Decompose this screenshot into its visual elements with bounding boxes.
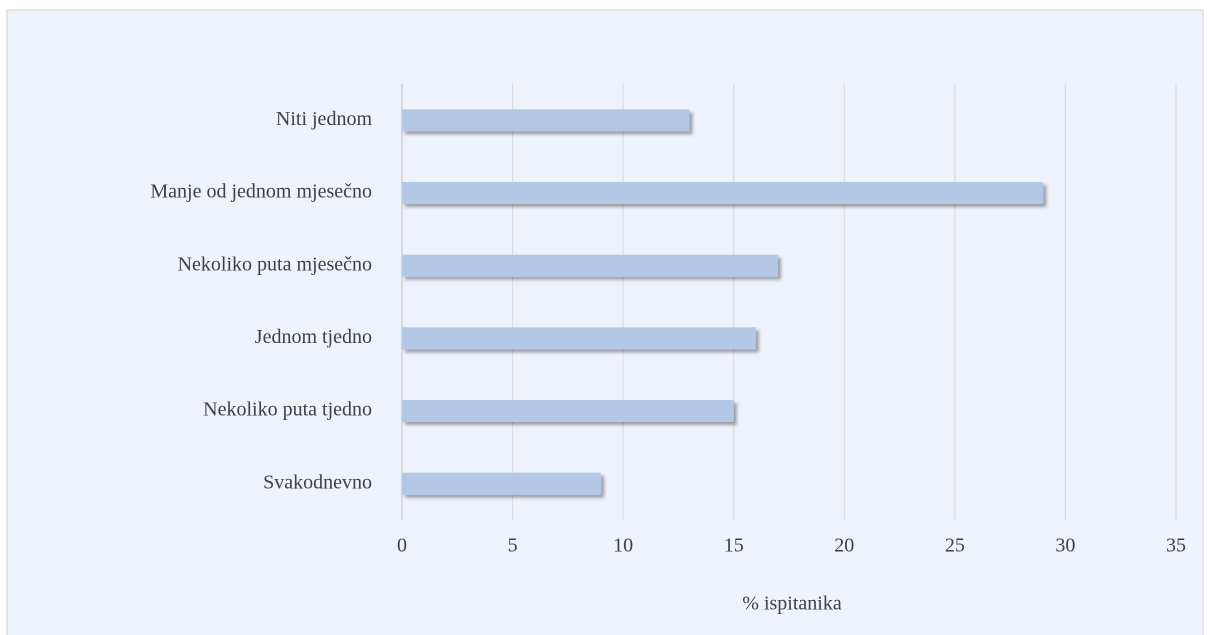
x-tick-label: 0 — [397, 535, 407, 557]
y-tick-label: Jednom tjedno — [255, 326, 372, 348]
x-tick-label: 10 — [613, 535, 633, 557]
bar — [402, 400, 734, 422]
chart-background — [6, 9, 1204, 635]
x-axis-label: % ispitanika — [742, 593, 842, 615]
y-tick-label: Nekoliko puta mjesečno — [178, 253, 372, 275]
y-tick-label: Manje od jednom mjesečno — [150, 181, 372, 203]
bar — [402, 254, 778, 277]
x-tick-label: 5 — [508, 535, 518, 557]
bar — [402, 182, 1044, 204]
y-tick-label: Niti jednom — [276, 108, 373, 130]
x-tick-label: 35 — [1166, 535, 1186, 557]
bar — [402, 472, 602, 495]
x-tick-label: 20 — [834, 535, 854, 557]
x-tick-label: 15 — [724, 535, 744, 557]
x-tick-label: 30 — [1055, 535, 1075, 557]
y-tick-label: Nekoliko puta tjedno — [203, 399, 372, 421]
bar — [402, 327, 756, 350]
bar — [402, 109, 690, 132]
x-tick-label: 25 — [945, 535, 965, 557]
y-tick-label: Svakodnevno — [263, 471, 372, 493]
